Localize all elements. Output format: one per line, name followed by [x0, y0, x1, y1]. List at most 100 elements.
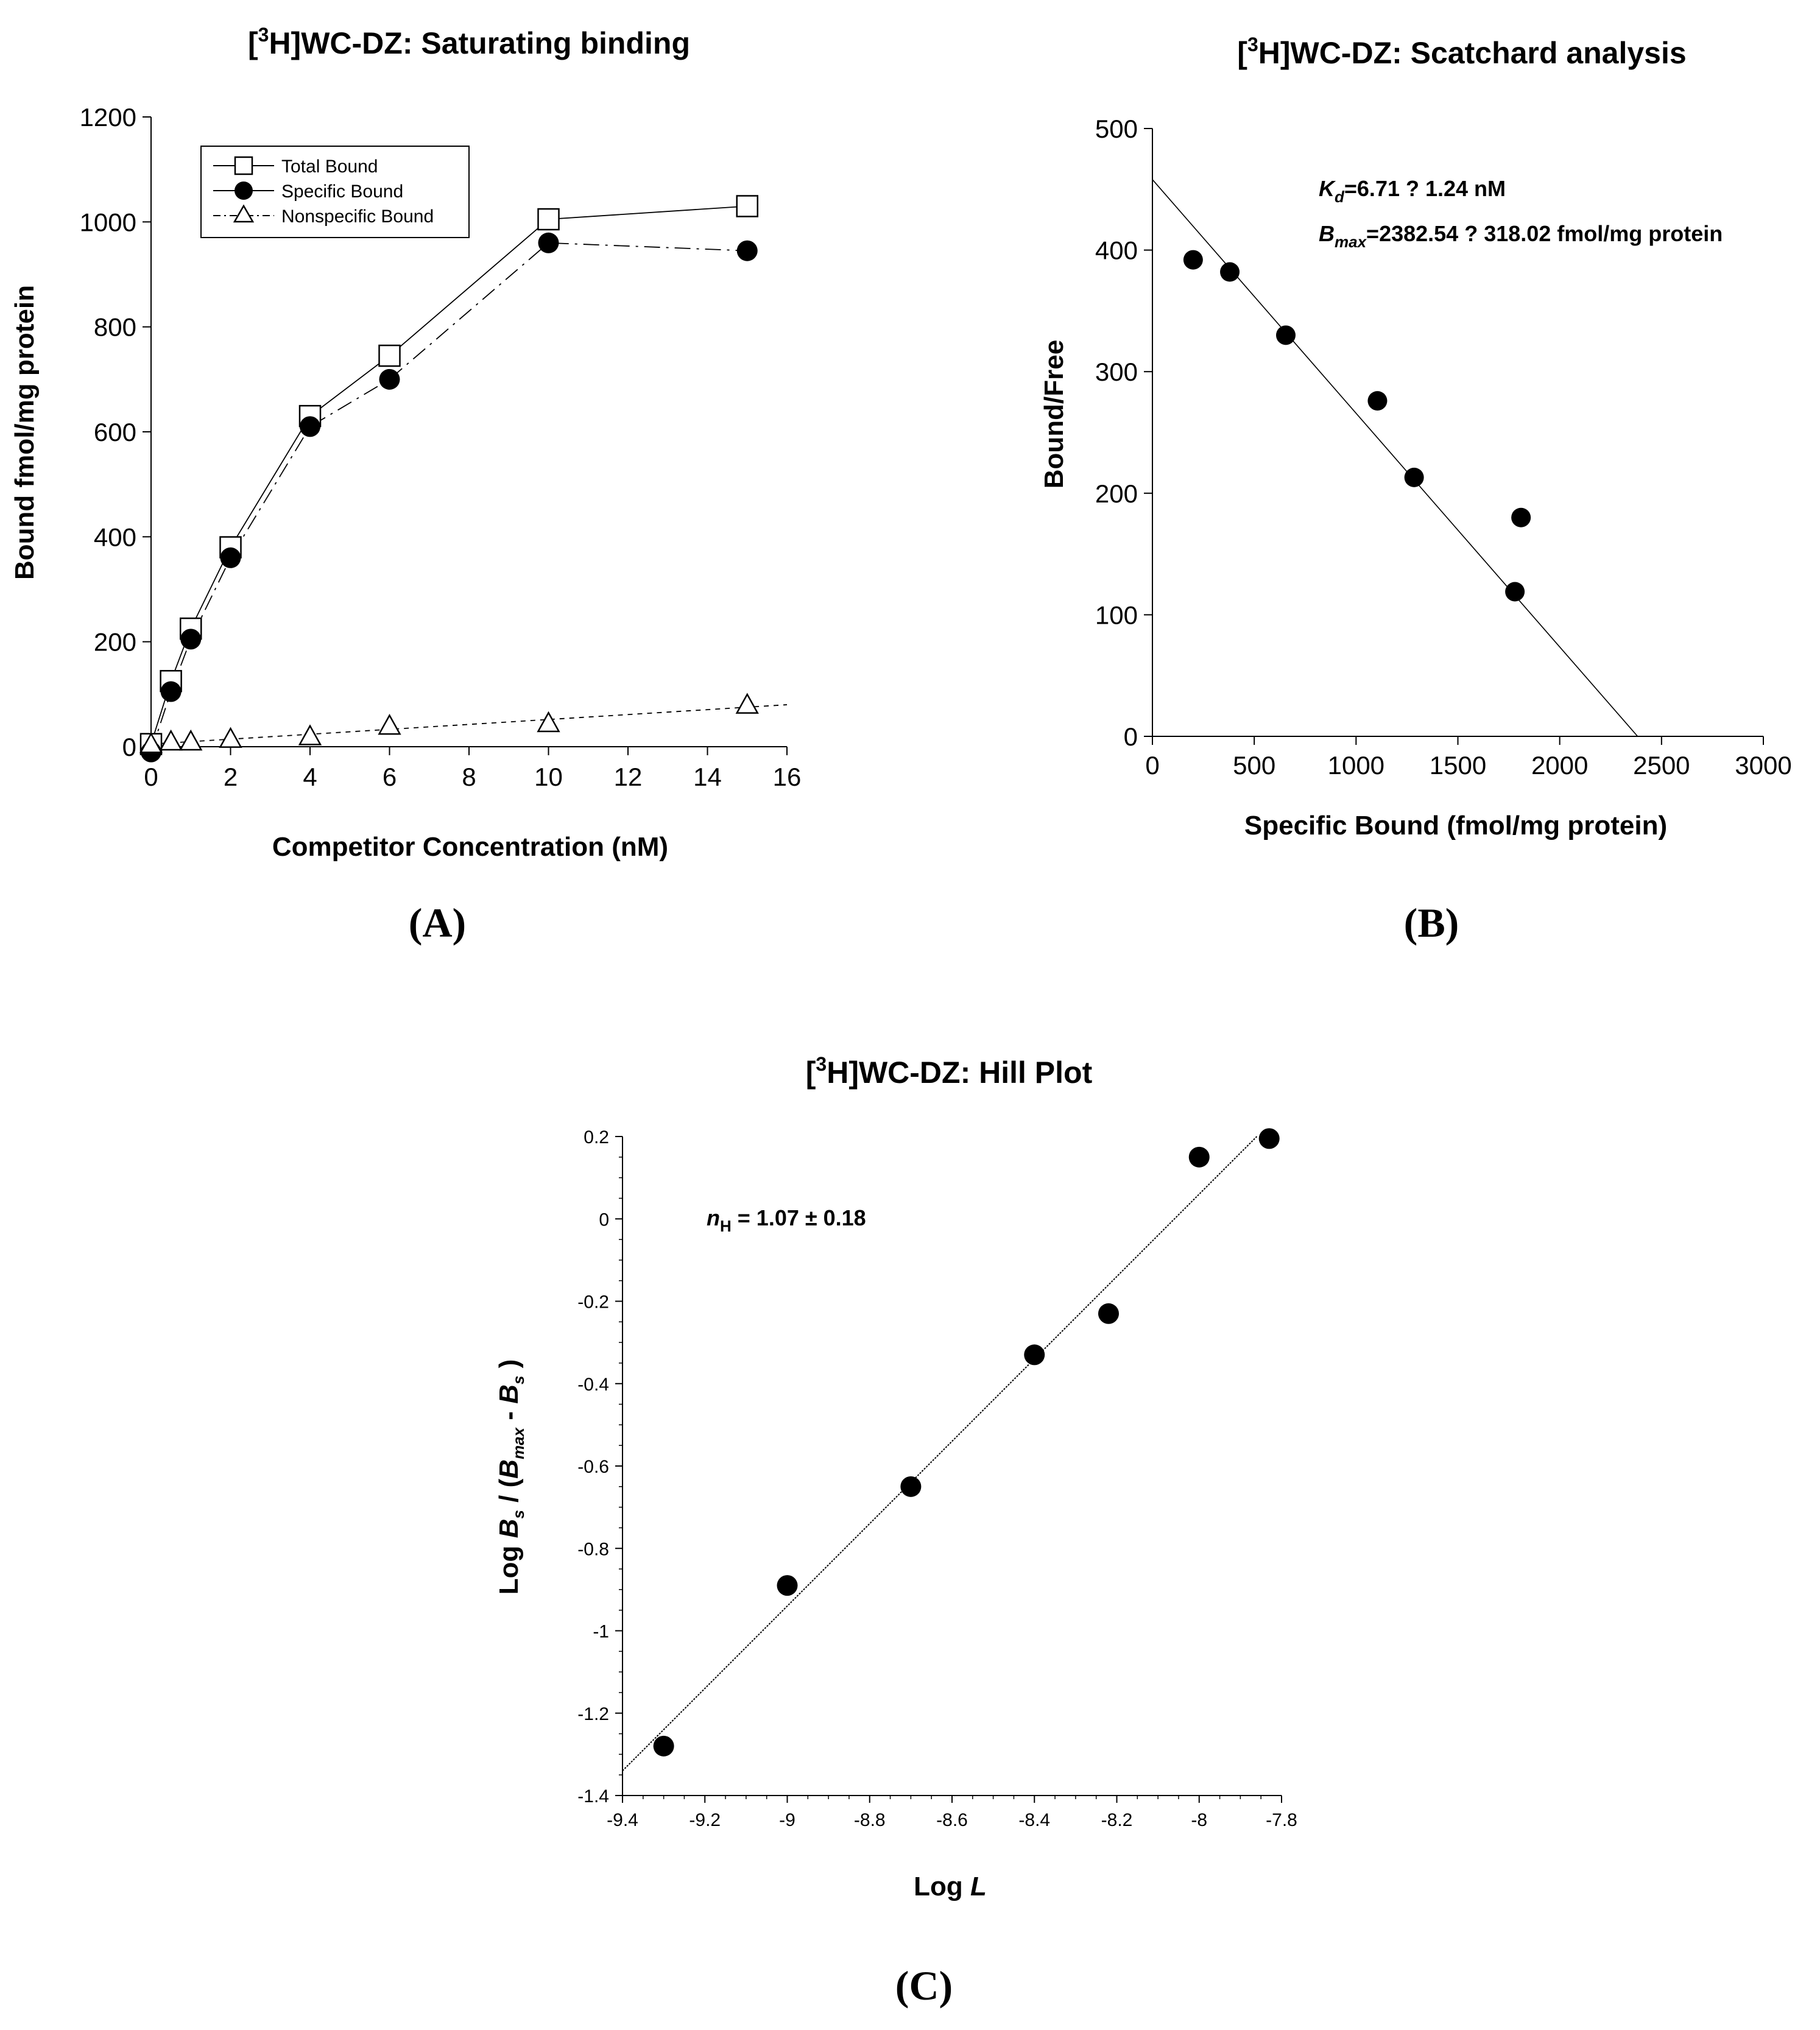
y-tick-label: 500: [1095, 115, 1138, 143]
data-point-scatchard: [1505, 582, 1525, 602]
panel-c-title: [3H]WC-DZ: Hill Plot: [806, 1053, 1093, 1090]
panel-b-kd-annotation: Kd=6.71 ? 1.24 nM: [1319, 176, 1506, 206]
x-tick-label: 10: [534, 763, 563, 791]
x-tick-label: 2500: [1633, 751, 1690, 780]
y-tick-label: 600: [94, 418, 136, 446]
data-point-open-triangle: [735, 693, 759, 714]
y-tick-label: 200: [1095, 479, 1138, 508]
y-tick-label: -0.2: [577, 1292, 609, 1313]
panel-a-label: (A): [409, 900, 466, 946]
data-point-open-triangle: [159, 729, 183, 751]
data-point-open-triangle: [537, 711, 560, 733]
x-tick-label: 1500: [1430, 751, 1486, 780]
legend-label-specific: Specific Bound: [281, 182, 403, 202]
data-point-hill: [777, 1575, 798, 1596]
x-tick-label: 6: [383, 763, 397, 791]
data-point-hill: [1024, 1344, 1045, 1366]
legend-label-nonspecific: Nonspecific Bound: [281, 206, 434, 227]
x-tick-label: -8.2: [1101, 1810, 1133, 1830]
panel-c: [3H]WC-DZ: Hill Plot Log Bs / (Bmax - Bs…: [494, 1053, 1297, 2009]
x-tick-label: 14: [693, 763, 722, 791]
x-tick-label: -9.2: [689, 1810, 721, 1830]
x-tick-label: -9: [779, 1810, 795, 1830]
data-point-filled-circle: [160, 681, 182, 702]
legend-marker-total: [234, 156, 253, 175]
data-point-scatchard: [1220, 262, 1240, 282]
data-point-open-square: [736, 195, 758, 217]
y-tick-label: -1.2: [577, 1704, 609, 1724]
y-tick-label: 100: [1095, 601, 1138, 629]
panel-b: [3H]WC-DZ: Scatchard analysis Bound/Free…: [1039, 33, 1792, 946]
x-tick-label: -8: [1191, 1810, 1207, 1830]
data-point-hill: [1188, 1146, 1210, 1168]
data-point-hill: [1258, 1128, 1280, 1149]
data-point-scatchard: [1183, 250, 1203, 270]
panel-a: [3H]WC-DZ: Saturating binding Bound fmol…: [10, 24, 801, 946]
data-point-scatchard: [1404, 467, 1424, 487]
legend-marker-nonspecific: [233, 204, 255, 223]
data-point-scatchard: [1367, 391, 1388, 411]
data-point-open-triangle: [219, 727, 242, 748]
data-point-filled-circle: [379, 368, 400, 390]
y-tick-label: -0.6: [577, 1457, 609, 1477]
panel-a-xlabel: Competitor Concentration (nM): [272, 832, 668, 862]
data-point-hill: [653, 1735, 674, 1757]
data-point-open-triangle: [378, 713, 401, 735]
panel-c-nh-annotation: nH = 1.07 ± 0.18: [707, 1205, 866, 1235]
y-tick-label: 200: [94, 628, 136, 657]
data-point-hill: [1098, 1303, 1119, 1324]
panel-a-title: [3H]WC-DZ: Saturating binding: [248, 24, 690, 60]
panel-b-xlabel: Specific Bound (fmol/mg protein): [1244, 811, 1667, 841]
panel-c-plot: -9.4 -9.2 -9 -8.8 -8.6 -8.4 -8.2 -8 -7.8 -1.4 -1.2…: [577, 1127, 1297, 1830]
y-tick-label: -1: [593, 1622, 609, 1642]
x-tick-label: 1000: [1328, 751, 1384, 780]
x-tick-label: 0: [1145, 751, 1159, 780]
panel-b-plot: 0 500 1000 1500 2000 2500 3000 0 100 200 300 400 500: [1095, 115, 1792, 780]
x-tick-label: 8: [462, 763, 476, 791]
y-tick-label: 0: [1124, 722, 1138, 751]
x-tick-label: -7.8: [1266, 1810, 1297, 1830]
legend-marker-specific: [235, 182, 253, 200]
y-tick-label: 300: [1095, 358, 1138, 386]
x-tick-label: 16: [773, 763, 802, 791]
y-tick-label: 0: [599, 1210, 609, 1230]
y-tick-label: -0.8: [577, 1539, 609, 1559]
y-tick-label: 0: [122, 733, 136, 761]
y-tick-label: -0.4: [577, 1375, 609, 1395]
hill-fit-line: [622, 1136, 1258, 1772]
data-point-filled-circle: [538, 232, 559, 253]
data-point-open-triangle: [139, 732, 163, 753]
x-tick-label: 2000: [1531, 751, 1588, 780]
x-tick-label: 500: [1233, 751, 1275, 780]
x-tick-label: -8.8: [854, 1810, 886, 1830]
x-tick-label: 12: [614, 763, 643, 791]
y-tick-label: -1.4: [577, 1786, 609, 1806]
data-point-filled-circle: [180, 629, 202, 650]
y-tick-label: 800: [94, 313, 136, 342]
data-point-open-triangle: [179, 729, 203, 751]
x-tick-label: -8.4: [1018, 1810, 1050, 1830]
panel-b-title: [3H]WC-DZ: Scatchard analysis: [1237, 33, 1686, 70]
y-tick-label: 400: [1095, 236, 1138, 265]
data-point-filled-circle: [736, 240, 758, 261]
data-point-filled-circle: [220, 547, 241, 568]
x-tick-label: 4: [303, 763, 317, 791]
y-tick-label: 400: [94, 523, 136, 551]
panel-c-xlabel: Log L: [914, 1872, 987, 1901]
x-tick-label: 2: [224, 763, 238, 791]
panel-a-ylabel: Bound fmol/mg protein: [10, 285, 40, 580]
x-tick-label: 0: [144, 763, 158, 791]
panel-a-plot: 0 2 4 6 8 10 12 14 16 0 200 400 600 800 1000 1200: [80, 103, 802, 791]
data-point-open-triangle: [298, 724, 322, 745]
panel-c-ylabel: Log Bs / (Bmax - Bs ): [494, 1359, 527, 1595]
panel-b-ylabel: Bound/Free: [1039, 340, 1069, 488]
y-tick-label: 0.2: [584, 1127, 609, 1147]
panel-c-label: (C): [895, 1962, 953, 2009]
panel-a-legend: Total Bound Specific Bound Nonspecific B…: [200, 146, 470, 238]
panel-b-bmax-annotation: Bmax=2382.54 ? 318.02 fmol/mg protein: [1319, 221, 1723, 251]
data-point-open-square: [537, 208, 560, 231]
nonspecific-fit-line: [150, 704, 788, 745]
legend-label-total: Total Bound: [281, 157, 378, 177]
x-tick-label: 3000: [1735, 751, 1791, 780]
